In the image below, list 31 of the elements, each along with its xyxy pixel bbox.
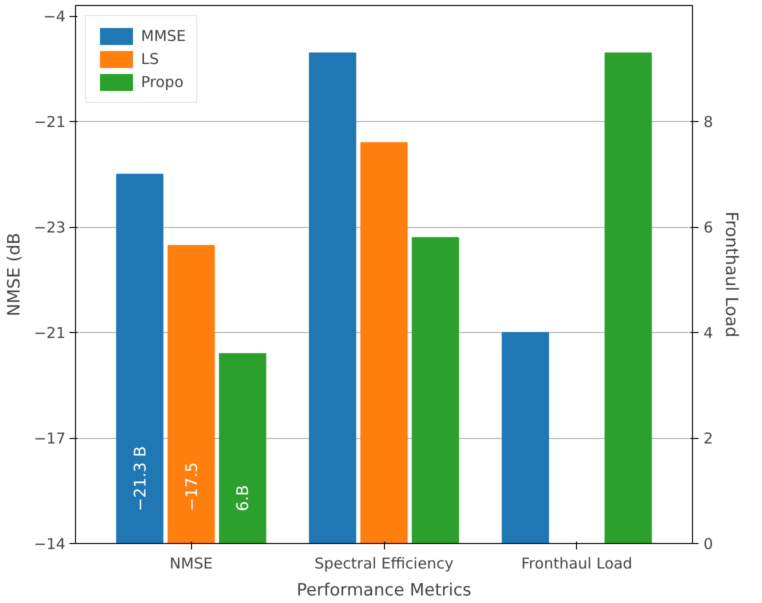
x-axis-title: Performance Metrics [296, 580, 472, 600]
x-tick-label: Fronthaul Load [521, 554, 632, 572]
y-tick-label: 6 [704, 218, 714, 237]
x-tick-label: Spectral Efficiency [314, 554, 454, 572]
annotation: −17.5 [182, 462, 202, 512]
bar [168, 244, 215, 544]
bar [218, 353, 266, 544]
legend-label: MMSE [141, 27, 186, 45]
y-axis-title: NMSE (dB [4, 232, 24, 316]
legend-label: Propo [141, 73, 184, 91]
bar [412, 237, 460, 544]
bar [604, 52, 652, 544]
y-tick-label: 8 [704, 113, 714, 132]
bar [116, 174, 164, 544]
text: −21 [34, 113, 66, 132]
text: −21 [34, 324, 66, 342]
text: −4 [43, 8, 66, 26]
y-tick-label: 2 [704, 430, 714, 448]
text: −23 [34, 218, 66, 237]
text: −14 [34, 535, 66, 553]
y-tick-label: 0 [704, 535, 714, 553]
annotation: 6.B [233, 484, 252, 512]
text: −17 [34, 430, 66, 448]
bar [502, 332, 550, 544]
annotation: −21.3 B [130, 446, 150, 512]
y-tick-label: 4 [704, 324, 714, 342]
bar [360, 142, 408, 544]
bar [308, 52, 356, 544]
y2-axis-title: Fronthaul Load [721, 212, 742, 338]
x-tick-label: NMSE [170, 554, 213, 572]
legend-label: LS [141, 50, 160, 68]
